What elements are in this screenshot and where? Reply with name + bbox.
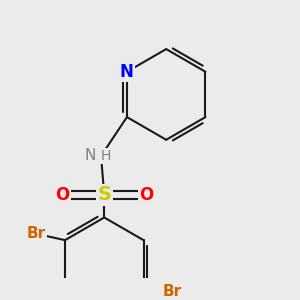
Text: Br: Br [163, 284, 182, 299]
Text: H: H [101, 149, 111, 163]
Text: O: O [139, 186, 154, 204]
Text: S: S [97, 185, 111, 204]
Text: O: O [55, 186, 69, 204]
Text: N: N [120, 63, 134, 81]
Text: N: N [84, 148, 95, 164]
Text: Br: Br [26, 226, 45, 241]
